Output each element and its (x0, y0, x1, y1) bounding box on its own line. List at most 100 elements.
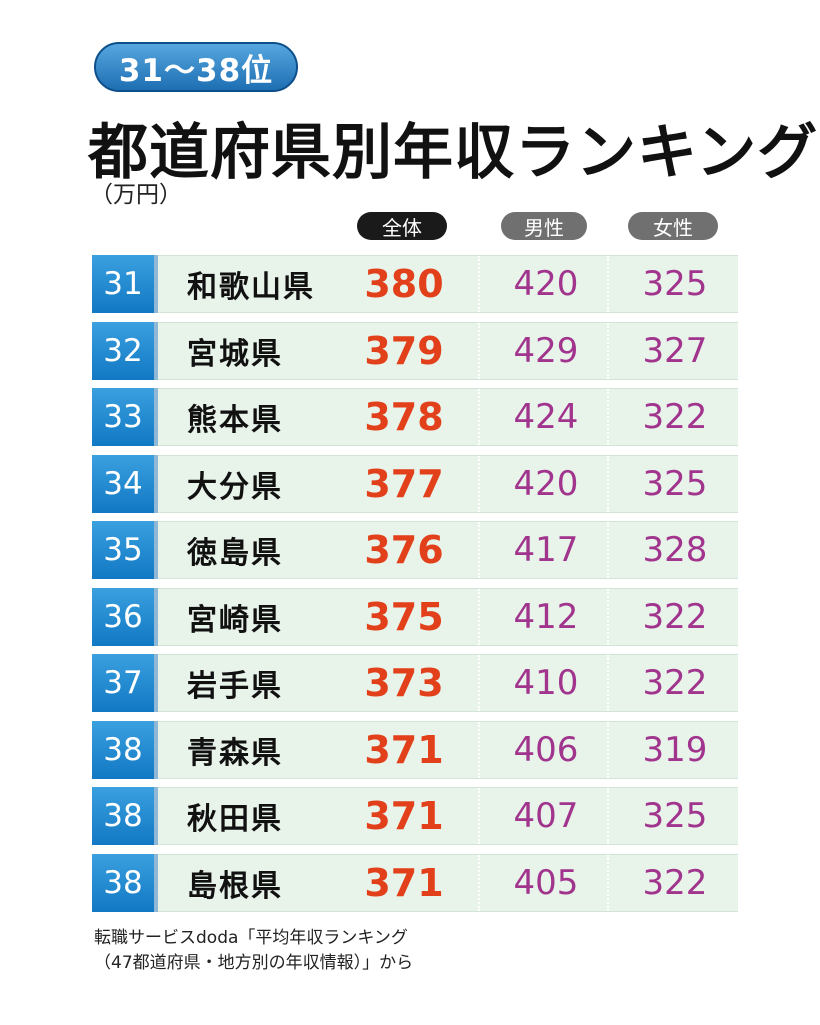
table-row: 36 宮崎県 375 412 322 (92, 587, 738, 646)
column-divider (478, 322, 480, 379)
rank-shadow (154, 654, 158, 712)
female-income-cell: 325 (642, 796, 708, 836)
rank-shadow (154, 454, 158, 513)
female-income-cell: 328 (642, 530, 708, 570)
female-income-cell: 322 (642, 663, 708, 703)
female-income-cell: 325 (642, 463, 708, 504)
rank-shadow (154, 388, 158, 446)
prefecture-cell: 和歌山県 (187, 270, 315, 305)
table-row: 37 岩手県 373 410 322 (92, 654, 738, 712)
table-row: 38 島根県 371 405 322 (92, 853, 738, 912)
rank-cell: 31 (92, 255, 154, 313)
column-divider (607, 854, 609, 911)
prefecture-cell: 岩手県 (187, 669, 283, 704)
male-income-cell: 412 (513, 596, 579, 637)
prefecture-cell: 徳島県 (187, 536, 283, 571)
column-divider (478, 522, 480, 578)
total-income-cell: 371 (364, 727, 444, 772)
source-line-2: （47都道府県・地方別の年収情報）」から (94, 953, 414, 973)
male-income-cell: 407 (513, 796, 579, 836)
female-income-cell: 325 (642, 264, 708, 304)
column-divider (478, 389, 480, 445)
male-income-cell: 405 (513, 862, 579, 903)
rank-range-badge: 31～38位 (94, 42, 298, 92)
column-header-total: 全体 (357, 212, 447, 240)
male-income-cell: 417 (513, 530, 579, 570)
male-income-cell: 420 (513, 463, 579, 504)
rank-cell: 32 (92, 321, 154, 380)
column-divider (478, 721, 480, 778)
total-income-cell: 376 (364, 528, 444, 572)
total-income-cell: 371 (364, 794, 444, 838)
male-income-cell: 429 (513, 330, 579, 371)
rank-cell: 33 (92, 388, 154, 446)
total-income-cell: 371 (364, 860, 444, 905)
female-income-cell: 322 (642, 397, 708, 437)
ranking-table: 31 和歌山県 380 420 325 32 宮城県 379 429 327 33 熊本県 378 424… (92, 255, 738, 920)
column-divider (607, 389, 609, 445)
prefecture-cell: 青森県 (187, 735, 283, 771)
prefecture-cell: 秋田県 (187, 802, 283, 837)
rank-shadow (154, 587, 158, 646)
prefecture-cell: 島根県 (187, 868, 283, 904)
total-income-cell: 379 (364, 328, 444, 373)
table-row: 33 熊本県 378 424 322 (92, 388, 738, 446)
column-divider (478, 455, 480, 512)
column-divider (607, 455, 609, 512)
source-line-1: 転職サービスdoda「平均年収ランキング (94, 928, 408, 948)
column-header-male: 男性 (501, 212, 587, 240)
column-divider (607, 256, 609, 312)
total-income-cell: 380 (364, 262, 444, 306)
female-income-cell: 319 (642, 729, 708, 770)
rank-cell: 38 (92, 787, 154, 845)
female-income-cell: 322 (642, 596, 708, 637)
rank-shadow (154, 321, 158, 380)
rank-shadow (154, 255, 158, 313)
table-row: 38 秋田県 371 407 325 (92, 787, 738, 845)
chart-title: 都道府県別年収ランキング (88, 118, 819, 188)
column-divider (607, 522, 609, 578)
total-income-cell: 375 (364, 594, 444, 639)
column-divider (478, 588, 480, 645)
column-divider (607, 322, 609, 379)
rank-shadow (154, 787, 158, 845)
rank-cell: 35 (92, 521, 154, 579)
column-divider (607, 655, 609, 711)
column-divider (478, 256, 480, 312)
total-income-cell: 378 (364, 395, 444, 439)
table-row: 34 大分県 377 420 325 (92, 454, 738, 513)
table-row: 35 徳島県 376 417 328 (92, 521, 738, 579)
prefecture-cell: 大分県 (187, 469, 283, 505)
column-divider (607, 788, 609, 844)
source-note: 転職サービスdoda「平均年収ランキング （47都道府県・地方別の年収情報）」か… (94, 926, 413, 976)
unit-label: （万円） (90, 182, 182, 208)
table-row: 38 青森県 371 406 319 (92, 720, 738, 779)
rank-cell: 37 (92, 654, 154, 712)
female-income-cell: 327 (642, 330, 708, 371)
female-income-cell: 322 (642, 862, 708, 903)
total-income-cell: 373 (364, 661, 444, 705)
column-divider (607, 721, 609, 778)
rank-shadow (154, 521, 158, 579)
table-row: 32 宮城県 379 429 327 (92, 321, 738, 380)
total-income-cell: 377 (364, 461, 444, 506)
male-income-cell: 406 (513, 729, 579, 770)
prefecture-cell: 熊本県 (187, 403, 283, 438)
rank-cell: 38 (92, 853, 154, 912)
column-divider (478, 854, 480, 911)
rank-cell: 38 (92, 720, 154, 779)
column-header-female: 女性 (628, 212, 718, 240)
rank-shadow (154, 720, 158, 779)
prefecture-cell: 宮城県 (187, 336, 283, 372)
male-income-cell: 420 (513, 264, 579, 304)
column-divider (478, 788, 480, 844)
male-income-cell: 424 (513, 397, 579, 437)
column-divider (607, 588, 609, 645)
rank-shadow (154, 853, 158, 912)
male-income-cell: 410 (513, 663, 579, 703)
column-divider (478, 655, 480, 711)
rank-cell: 34 (92, 454, 154, 513)
rank-cell: 36 (92, 587, 154, 646)
prefecture-cell: 宮崎県 (187, 602, 283, 638)
table-row: 31 和歌山県 380 420 325 (92, 255, 738, 313)
